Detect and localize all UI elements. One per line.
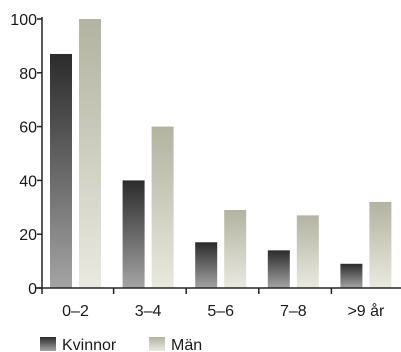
x-axis-labels: 0–2 3–4 5–6 7–8 >9 år — [62, 302, 385, 320]
bar-kvinnor-0 — [50, 53, 72, 288]
x-category-label: 5–6 — [207, 303, 234, 320]
y-tick-label: 80 — [19, 66, 37, 83]
bar-kvinnor-4 — [340, 263, 363, 288]
legend-swatch-kvinnor — [40, 337, 56, 351]
y-tick-label: 100 — [10, 12, 37, 29]
bar-man-4 — [369, 201, 392, 288]
y-tick-label: 40 — [19, 173, 37, 190]
bar-man-3 — [296, 215, 319, 288]
legend-label-kvinnor: Kvinnor — [62, 337, 117, 352]
y-axis-ticks: 0 20 40 60 80 100 — [10, 12, 37, 298]
x-category-label: 7–8 — [280, 303, 307, 320]
axes — [36, 17, 401, 294]
bar-man-1 — [151, 126, 174, 288]
bar-kvinnor-2 — [195, 242, 218, 288]
legend-label-man: Män — [171, 337, 202, 352]
legend-swatch-man — [149, 337, 165, 351]
bar-kvinnor-1 — [122, 180, 145, 288]
bar-kvinnor-3 — [267, 250, 290, 288]
bars-group — [50, 19, 392, 288]
x-category-label: >9 år — [347, 302, 385, 320]
bar-man-0 — [79, 19, 101, 288]
y-tick-label: 0 — [28, 281, 37, 298]
y-tick-label: 60 — [19, 120, 37, 137]
x-category-label: 0–2 — [62, 303, 89, 320]
legend: Kvinnor Män — [40, 337, 202, 352]
bar-man-2 — [224, 209, 247, 288]
x-category-label: 3–4 — [135, 303, 162, 320]
y-tick-label: 20 — [19, 227, 37, 244]
